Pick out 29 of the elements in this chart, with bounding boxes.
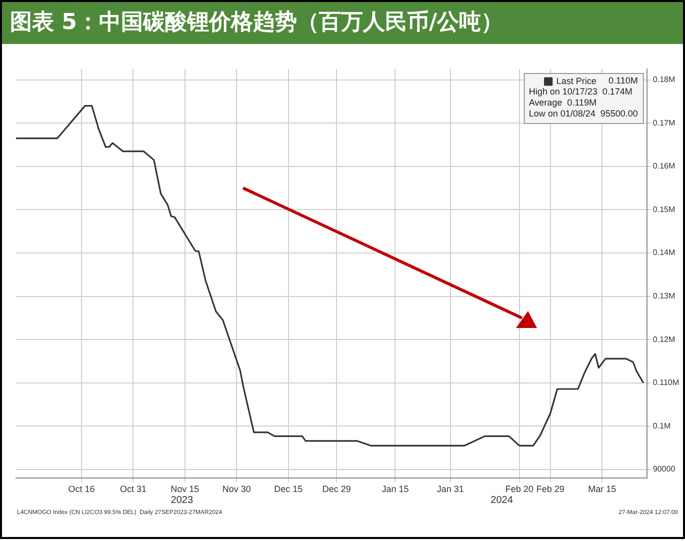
y-tick-label: 0.1M xyxy=(652,421,672,430)
x-tick-label: Feb 20 xyxy=(505,484,534,494)
x-tick-label: Dec 15 xyxy=(274,484,303,494)
y-tick-label: 0.17M xyxy=(652,118,676,128)
y-tick-label: 0.110M xyxy=(652,378,680,388)
x-tick-label: Oct 31 xyxy=(120,484,146,494)
x-tick-label: Mar 15 xyxy=(588,484,616,494)
y-tick-label: 0.12M xyxy=(652,334,676,344)
y-tick-label: 0.15M xyxy=(652,204,676,214)
annotation: Average 0.119M xyxy=(528,97,597,108)
y-tick-label: 0.16M xyxy=(652,162,676,171)
chart-title: 图表 5：中国碳酸锂价格趋势（百万人民币/公吨） xyxy=(2,2,683,44)
annotation: High on 10/17/23 0.174M xyxy=(528,86,632,96)
text: 2023 xyxy=(170,494,194,506)
x-tick-label: Jan 31 xyxy=(436,484,464,494)
y-tick-label: 0.18M xyxy=(652,75,676,84)
x-tick-label: Feb 29 xyxy=(536,484,564,494)
y-tick-label: 0.13M xyxy=(652,292,676,301)
x-tick-label: Oct 16 xyxy=(68,484,95,494)
y-tick-label: 90000 xyxy=(652,464,676,474)
annotation: Low on 01/08/24 95500.00 xyxy=(528,108,638,118)
text: 2024 xyxy=(490,494,514,506)
y-tick-label: 0.14M xyxy=(652,248,676,258)
x-tick-label: Jan 15 xyxy=(382,484,409,494)
annotation: 0.110M xyxy=(608,75,638,86)
x-tick-label: Dec 29 xyxy=(322,484,351,494)
x-tick-label: Nov 15 xyxy=(170,484,200,494)
legend-label: Last Price xyxy=(556,76,596,86)
x-tick-label: Nov 30 xyxy=(222,484,251,494)
